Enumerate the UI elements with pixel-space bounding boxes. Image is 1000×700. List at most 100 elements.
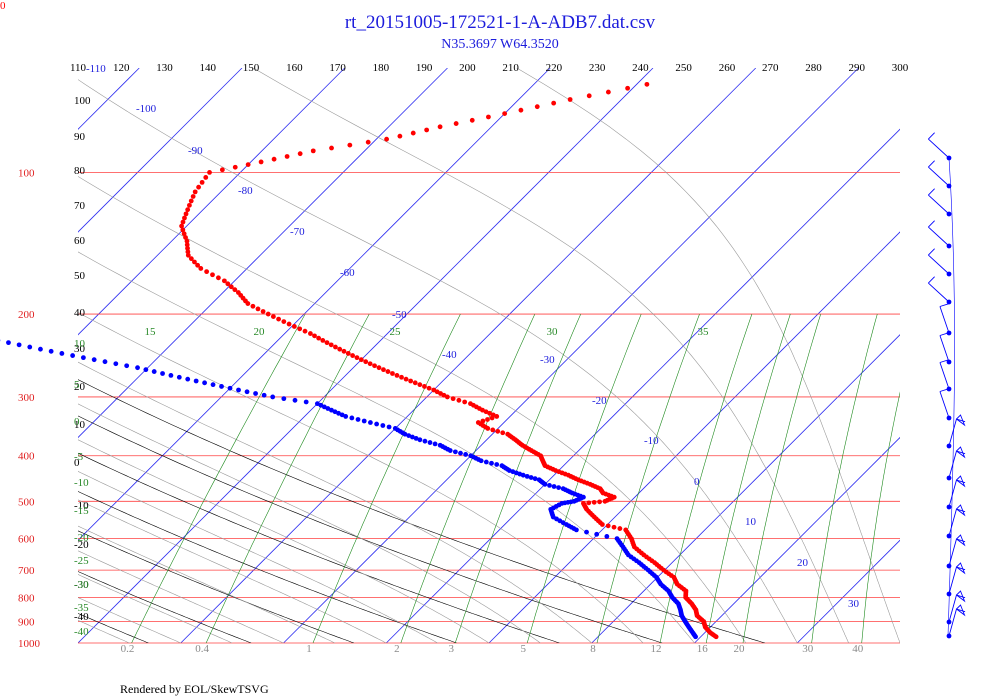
dewpoint-point bbox=[27, 344, 33, 350]
temperature-point bbox=[181, 231, 187, 237]
mixing-ratio-line bbox=[706, 314, 791, 643]
theta-e-label: 10 bbox=[74, 419, 86, 431]
wind-barb bbox=[939, 332, 952, 365]
dry-adiabat-label: 200 bbox=[459, 62, 476, 74]
dry-adiabat-line bbox=[78, 571, 252, 643]
theta-e-label: 40 bbox=[74, 307, 86, 319]
dewpoint-point bbox=[604, 534, 610, 539]
dry-adiabat-line bbox=[0, 68, 46, 643]
pressure-label: 700 bbox=[18, 565, 35, 577]
dewpoint-point bbox=[202, 380, 207, 386]
temperature-point bbox=[394, 373, 400, 378]
mixing-ratio-line bbox=[400, 313, 536, 643]
wind-barb bbox=[946, 414, 966, 449]
dewpoint-point bbox=[253, 391, 258, 396]
mixing-ratio-line bbox=[312, 313, 461, 643]
temperature-point bbox=[505, 431, 511, 437]
theta-e-label: -10 bbox=[74, 500, 89, 512]
moist-adiabat-line bbox=[78, 251, 695, 643]
temperature-point bbox=[341, 348, 347, 354]
dewpoint-point bbox=[556, 485, 562, 490]
isotherm-line bbox=[488, 231, 900, 643]
dewpoint-point bbox=[91, 357, 97, 363]
wind-barb bbox=[939, 303, 952, 336]
temperature-point bbox=[204, 269, 210, 275]
temperature-point bbox=[195, 262, 200, 268]
temperature-point bbox=[192, 259, 197, 265]
temperature-point bbox=[365, 139, 371, 145]
temperature-point bbox=[450, 396, 456, 402]
temperature-point bbox=[210, 272, 215, 278]
temperature-point bbox=[250, 303, 256, 309]
dry-adiabat-label: 300 bbox=[892, 62, 909, 74]
wind-barb bbox=[928, 188, 952, 217]
isotherm-label: -40 bbox=[442, 349, 457, 361]
chart-title: rt_20151005-172521-1-A-ADB7.dat.csv bbox=[344, 12, 656, 33]
mixing-ratio-line bbox=[861, 391, 900, 643]
temperature-point bbox=[180, 219, 186, 225]
wetbulb-left-label: -15 bbox=[74, 505, 89, 517]
temperature-point bbox=[376, 365, 382, 371]
dry-adiabat-label: 170 bbox=[329, 62, 346, 74]
dry-adiabat-line bbox=[78, 452, 560, 643]
isobar-lines bbox=[78, 172, 900, 644]
temperature-point bbox=[203, 175, 209, 180]
dewpoint-point bbox=[210, 382, 216, 388]
dry-adiabat-label: 250 bbox=[675, 62, 692, 74]
dewpoint-point bbox=[6, 340, 11, 346]
wetbulb-left-label: -10 bbox=[74, 477, 89, 489]
moist-adiabat-line bbox=[78, 439, 490, 643]
temperature-point bbox=[623, 527, 629, 533]
temperature-point bbox=[188, 198, 194, 204]
temperature-point bbox=[221, 278, 227, 284]
temperature-point bbox=[183, 211, 189, 217]
temperature-point bbox=[500, 430, 506, 436]
wind-barb bbox=[928, 276, 952, 305]
pressure-label: 100 bbox=[18, 167, 35, 179]
wetbulb-left-label: -40 bbox=[74, 626, 89, 638]
theta-e-label: 70 bbox=[74, 200, 86, 212]
temperature-point bbox=[198, 266, 204, 271]
dewpoint-point bbox=[236, 387, 241, 393]
render-credit: Rendered by EOL/SkewTSVG bbox=[120, 682, 269, 696]
wind-barb bbox=[928, 132, 952, 161]
temperature-point bbox=[328, 342, 334, 348]
dewpoint-point bbox=[386, 424, 392, 430]
dewpoint-point bbox=[524, 473, 530, 479]
pressure-label: 400 bbox=[18, 451, 35, 463]
temperature-point bbox=[281, 319, 287, 324]
temperature-point bbox=[417, 382, 423, 388]
moist-adiabat-lines bbox=[78, 68, 900, 643]
moist-adiabat-line bbox=[516, 68, 900, 643]
temperature-point bbox=[605, 89, 611, 95]
temperature-point bbox=[453, 121, 459, 126]
dewpoint-point bbox=[410, 434, 415, 440]
temperature-point bbox=[184, 242, 190, 248]
temperature-point bbox=[399, 374, 404, 380]
dewpoint-point bbox=[261, 392, 267, 398]
dewpoint-point bbox=[437, 442, 443, 448]
temperature-point bbox=[187, 202, 192, 208]
dewpoint-point bbox=[614, 536, 620, 541]
temperature-point bbox=[297, 326, 303, 332]
dry-adiabat-line bbox=[78, 379, 765, 643]
temperature-point bbox=[591, 499, 597, 505]
dewpoint-point bbox=[528, 475, 534, 480]
dewpoint-point bbox=[244, 389, 250, 395]
temperature-point bbox=[302, 328, 308, 334]
isotherm-label: -110 bbox=[86, 63, 106, 75]
wetbulb-top-label: 15 bbox=[145, 326, 157, 338]
temperature-point bbox=[183, 235, 188, 240]
dewpoint-point bbox=[314, 401, 320, 407]
temperature-point bbox=[468, 401, 473, 407]
mixing-ratio-label: 0.4 bbox=[195, 643, 209, 655]
wind-barbs bbox=[928, 132, 966, 639]
dry-adiabat-label: 230 bbox=[589, 62, 606, 74]
dewpoint-point bbox=[361, 418, 367, 424]
temperature-point bbox=[232, 164, 238, 170]
dry-adiabat-label: 180 bbox=[373, 62, 390, 74]
dewpoint-point bbox=[185, 376, 191, 382]
dewpoint-point bbox=[483, 459, 489, 465]
